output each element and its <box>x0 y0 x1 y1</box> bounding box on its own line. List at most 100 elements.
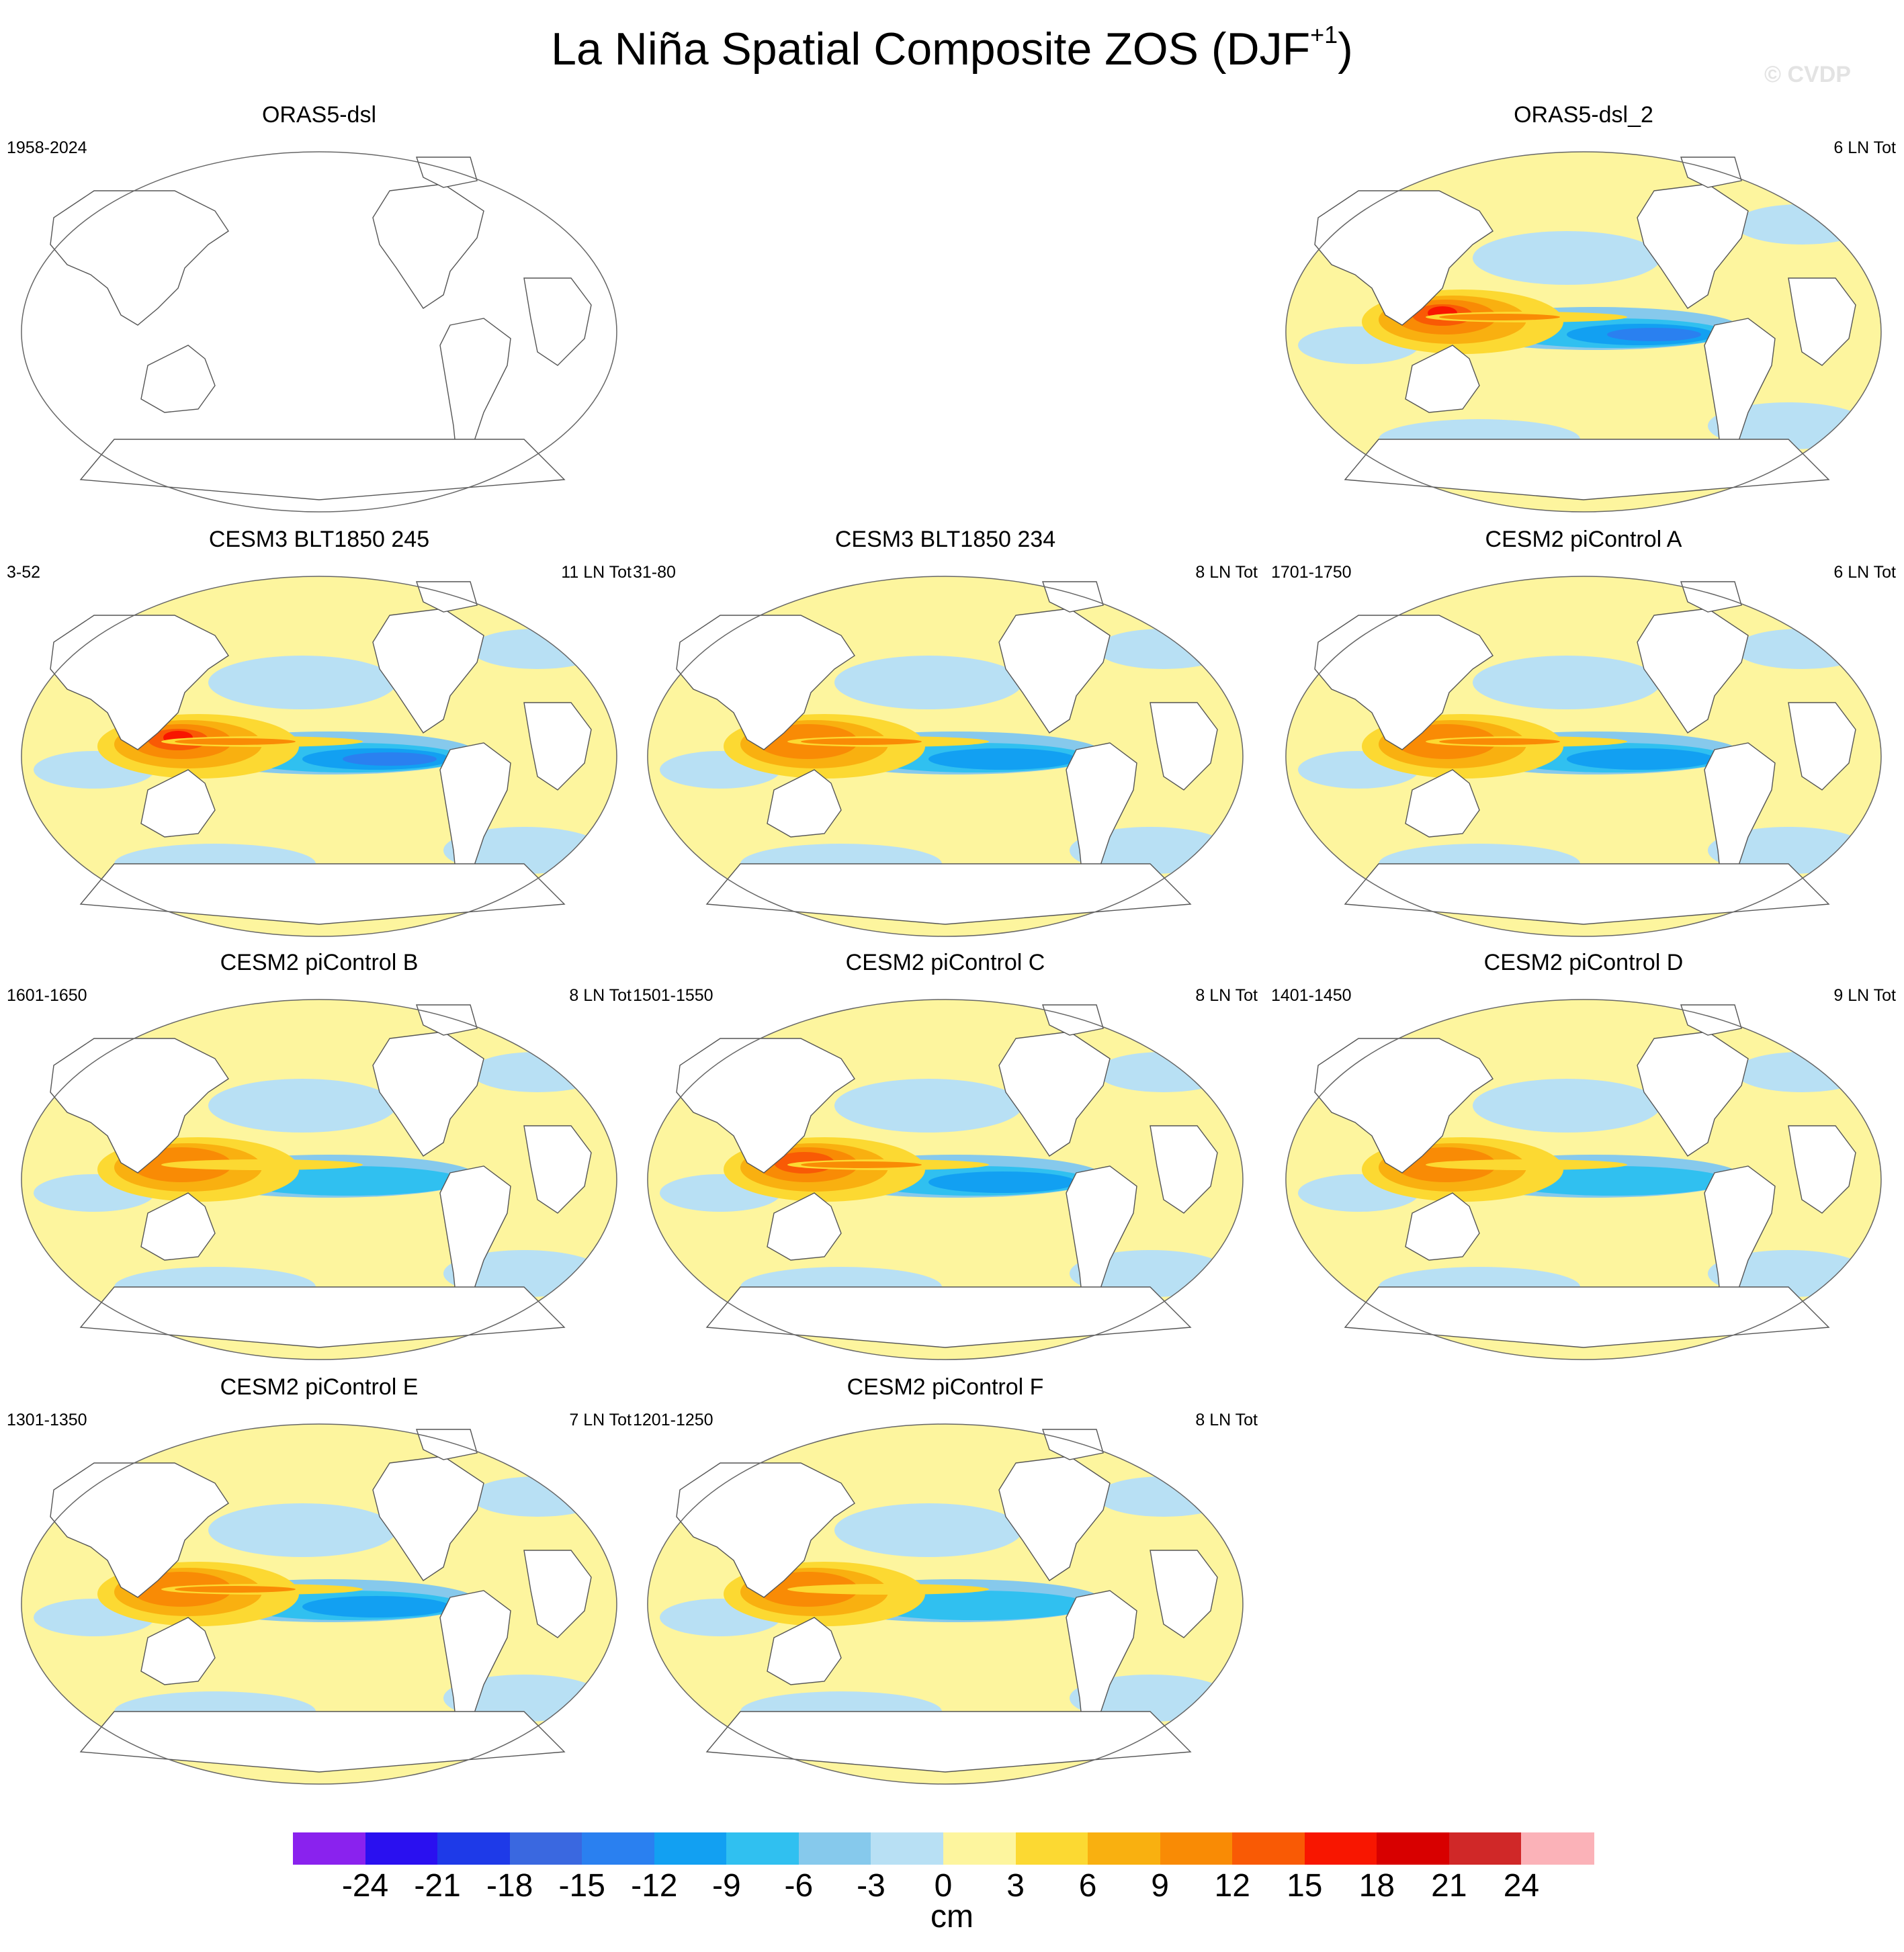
panel-title: CESM3 BLT1850 245 <box>208 527 430 552</box>
panel-period: 1401-1450 <box>1271 986 1352 1005</box>
world-map <box>647 576 1244 937</box>
anomaly-contour <box>1426 1159 1627 1170</box>
colorbar-tick-label: -12 <box>631 1868 678 1904</box>
anomaly-contour <box>1096 1476 1231 1517</box>
anomaly-contour <box>208 656 396 709</box>
anomaly-contour <box>801 1161 922 1168</box>
land-mass <box>523 1550 592 1638</box>
land-mass <box>79 1286 566 1348</box>
land-mass <box>50 1038 229 1173</box>
panel-event-count: 8 LN Tot <box>1195 986 1258 1005</box>
map-panel-cesm2-picontrol-d: CESM2 piControl D 1401-1450 9 LN Tot <box>1271 950 1896 1372</box>
land-mass <box>676 1038 855 1173</box>
land-mass <box>767 1192 842 1261</box>
world-map <box>647 999 1244 1360</box>
colorbar-tick-label: 9 <box>1151 1868 1169 1904</box>
colorbar-tick-label: -24 <box>341 1868 389 1904</box>
map-boundary <box>21 576 617 937</box>
map-boundary <box>647 1423 1244 1785</box>
land-mass <box>50 1462 229 1598</box>
anomaly-contour <box>175 1586 296 1593</box>
land-mass <box>372 1031 484 1157</box>
land-mass <box>705 863 1192 925</box>
world-map <box>21 576 617 937</box>
land-mass <box>1150 1125 1218 1214</box>
panel-event-count: 8 LN Tot <box>569 986 632 1005</box>
anomaly-contour <box>302 1596 450 1617</box>
panel-event-count: 7 LN Tot <box>569 1411 632 1429</box>
panel-event-count: 8 LN Tot <box>1195 563 1258 582</box>
land-mass <box>523 1125 592 1214</box>
anomaly-field <box>21 1000 617 1360</box>
colorbar-tick-labels: -24 -21 -18 -15 -12 -9 -6 -3 0 3 6 9 12 15 18 21 24 <box>0 1867 1904 1908</box>
land-mass <box>705 1711 1192 1773</box>
land-mass <box>705 1286 1192 1348</box>
map-boundary <box>1285 999 1882 1360</box>
colorbar <box>293 1832 1594 1865</box>
anomaly-contour <box>1439 738 1560 745</box>
colorbar-swatch <box>365 1832 438 1865</box>
land-mass <box>767 1617 842 1685</box>
colorbar-tick-label: 24 <box>1503 1868 1540 1904</box>
panel-period: 1701-1750 <box>1271 563 1352 582</box>
colorbar-tick-label: -6 <box>784 1868 814 1904</box>
panel-period: 1601-1650 <box>7 986 87 1005</box>
panel-period: 1501-1550 <box>633 986 713 1005</box>
anomaly-contour <box>834 1079 1023 1133</box>
anomaly-contour <box>834 1503 1023 1557</box>
map-panel-cesm2-picontrol-e: CESM2 piControl E 1301-1350 7 LN Tot <box>7 1374 632 1796</box>
world-map <box>1285 999 1882 1360</box>
land-mass <box>1637 1031 1749 1157</box>
world-map <box>21 151 617 513</box>
colorbar-swatch <box>1015 1832 1088 1865</box>
land-mass <box>1405 769 1480 838</box>
land-mass <box>372 608 484 734</box>
anomaly-contour <box>1607 328 1701 341</box>
land-mass <box>1314 1038 1494 1173</box>
land-mass <box>998 1031 1111 1157</box>
land-mass <box>372 1456 484 1581</box>
anomaly-contour <box>175 738 296 745</box>
colorbar-swatch <box>726 1832 799 1865</box>
panel-title: CESM2 piControl B <box>220 950 419 975</box>
land-mass <box>50 615 229 750</box>
colorbar-tick-label: 18 <box>1358 1868 1395 1904</box>
land-mass <box>140 1192 216 1261</box>
land-mass <box>1788 1125 1856 1214</box>
land-mass <box>1405 1192 1480 1261</box>
colorbar-swatch <box>798 1832 872 1865</box>
anomaly-contour <box>1473 656 1661 709</box>
panel-title: CESM3 BLT1850 234 <box>834 527 1056 552</box>
anomaly-contour <box>1567 748 1715 770</box>
anomaly-contour <box>470 629 605 669</box>
panel-period: 1301-1350 <box>7 1411 87 1429</box>
colorbar-tick-label: 3 <box>1006 1868 1025 1904</box>
map-boundary <box>1285 151 1882 513</box>
colorbar-tick-label: -21 <box>414 1868 461 1904</box>
panel-title: CESM2 piControl D <box>1483 950 1684 975</box>
anomaly-contour <box>208 1079 396 1133</box>
panel-title: CESM2 piControl C <box>845 950 1045 975</box>
panel-period: 1958-2024 <box>7 138 87 157</box>
land-mass <box>998 608 1111 734</box>
land-mass <box>140 345 216 413</box>
colorbar-swatch <box>437 1832 511 1865</box>
world-map <box>647 1423 1244 1785</box>
anomaly-contour <box>801 738 922 745</box>
colorbar-swatch <box>871 1832 944 1865</box>
anomaly-contour <box>208 1503 396 1557</box>
land-mass <box>1637 183 1749 309</box>
colorbar-swatch <box>1448 1832 1522 1865</box>
land-mass <box>998 1456 1111 1581</box>
panel-title: CESM2 piControl F <box>847 1374 1044 1400</box>
map-panel-cesm2-picontrol-c: CESM2 piControl C 1501-1550 8 LN Tot <box>633 950 1258 1372</box>
land-mass <box>676 615 855 750</box>
colorbar-unit-label: cm <box>931 1899 973 1935</box>
colorbar-tick-label: 12 <box>1214 1868 1250 1904</box>
land-mass <box>1344 863 1830 925</box>
anomaly-contour <box>470 1052 605 1092</box>
map-panel-oras5-dsl-2: ORAS5-dsl_2 6 LN Tot <box>1271 102 1896 524</box>
colorbar-swatch <box>582 1832 655 1865</box>
colorbar-swatch <box>1160 1832 1233 1865</box>
figure-title: La Niña Spatial Composite ZOS (DJF+1) <box>551 21 1353 75</box>
